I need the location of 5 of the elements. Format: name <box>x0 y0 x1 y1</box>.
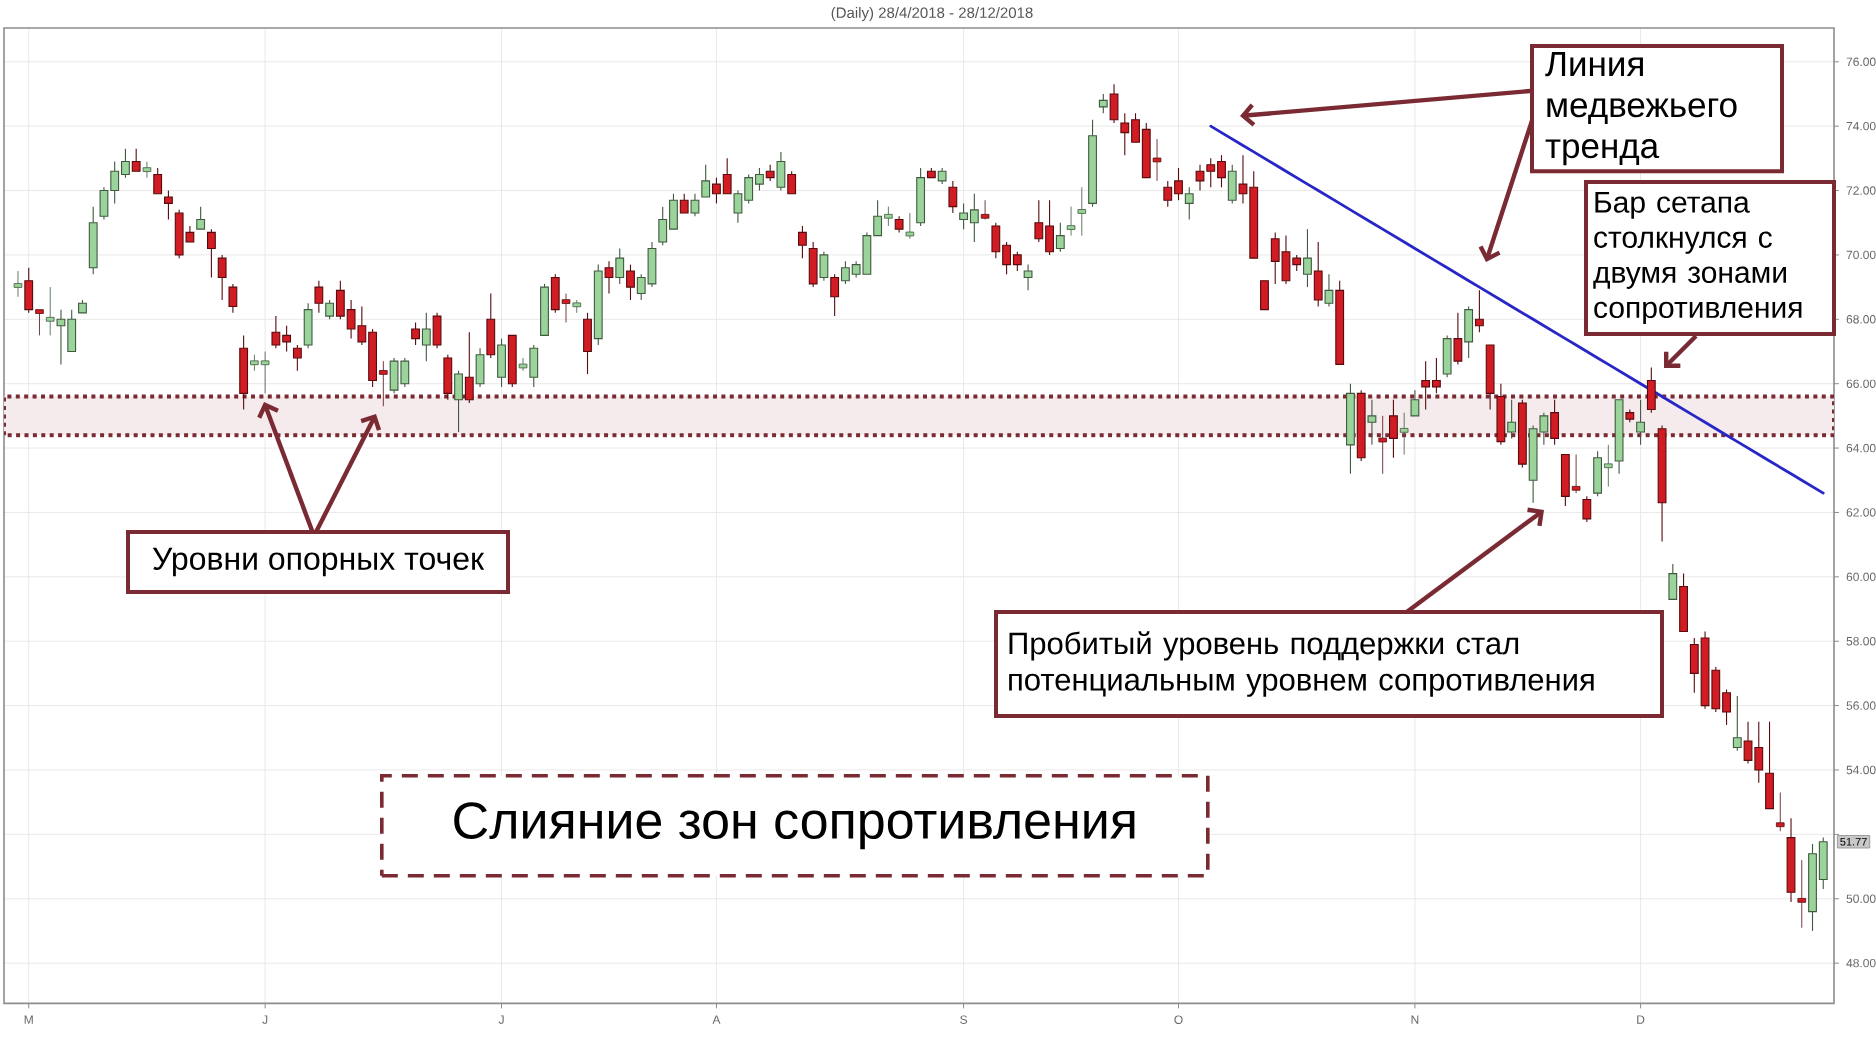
annotation: Уровни опорных точек <box>152 547 485 577</box>
annotation: Бар сетапа столкнулся с двумя зонами сопротивления <box>1593 191 1802 325</box>
annotation: Слияние зон сопротивления <box>454 802 1135 850</box>
annotation: Линия медвежьего тренда <box>1545 51 1737 166</box>
annotation: Пробитый уровень поддержки стал потенциальным уровнем сопротивления <box>1009 631 1594 697</box>
